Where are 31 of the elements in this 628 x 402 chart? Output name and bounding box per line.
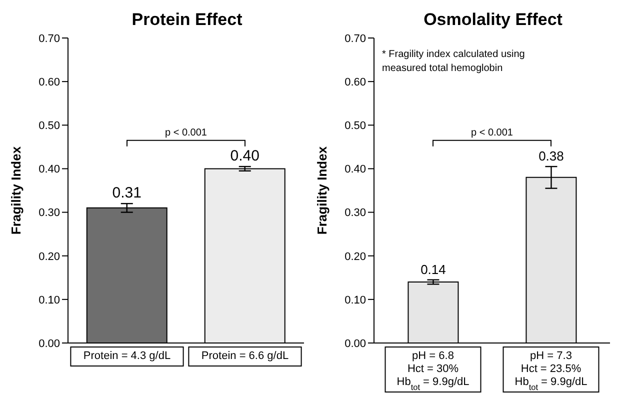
y-tick-label: 0.40 [38,164,60,176]
y-tick-label: 0.60 [38,76,60,88]
y-axis-title: Fragility Index [314,146,330,235]
data-label: 0.14 [420,262,446,277]
annotation: * Fragility index calculated using measured total hemoglobin [382,48,526,76]
y-axis-title: Fragility Index [8,146,24,235]
y-tick-label: 0.50 [344,120,366,132]
annotation: p < 0.001 [165,127,208,138]
y-tick-label: 0.00 [344,338,366,350]
y-tick-label: 0.30 [344,207,366,220]
x-tick-label: pH = 7.3 Hct = 23.5% Hb$_{tot}$ = 9.9g/dL [514,350,588,392]
data-label: 0.38 [538,148,564,164]
x-tick-label: pH = 6.8 Hct = 30% Hb$_{tot}$ = 9.9g/dL [396,350,470,392]
y-tick-label: 0.50 [38,120,60,132]
y-tick-label: 0.60 [344,76,366,88]
y-tick-label: 0.70 [344,32,366,45]
y-tick-label: 0.20 [344,250,366,263]
data-label: 0.40 [230,148,260,165]
chart-title: Osmolality Effect [422,9,564,31]
y-tick-label: 0.30 [38,207,60,220]
x-tick-label: Protein = 4.3 g/dL [83,350,171,362]
chart-title: Protein Effect [130,9,244,31]
x-tick-label: Protein = 6.6 g/dL [201,350,289,362]
y-tick-label: 0.20 [38,250,60,263]
data-label: 0.31 [112,184,142,202]
annotation: p < 0.001 [471,127,514,138]
y-tick-label: 0.10 [344,294,366,306]
y-tick-label: 0.70 [38,32,60,45]
y-tick-label: 0.10 [38,294,60,306]
y-tick-label: 0.00 [38,338,60,350]
y-tick-label: 0.40 [344,164,366,176]
